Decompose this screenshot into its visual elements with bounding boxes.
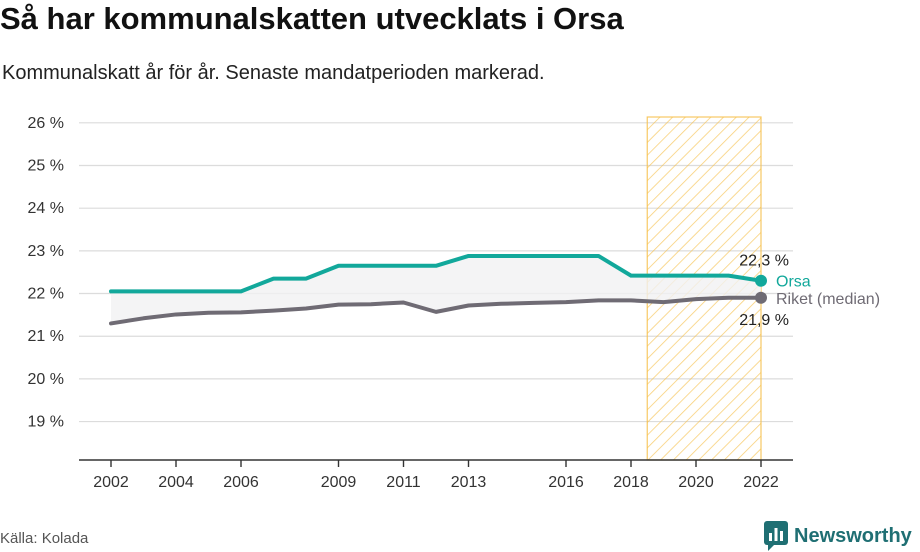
series-name-orsa: Orsa [776, 274, 811, 291]
chart-subtitle: Kommunalskatt år för år. Senaste mandatp… [2, 62, 545, 84]
y-tick-label: 20 % [28, 371, 64, 388]
x-tick-label: 2018 [613, 474, 649, 491]
brand-logo: Newsworthy [764, 520, 912, 552]
y-tick-label: 21 % [28, 328, 64, 345]
x-tick-label: 2011 [386, 474, 421, 491]
series-line-riket [109, 295, 763, 326]
orsa-end-marker [755, 274, 767, 287]
y-tick-label: 26 % [28, 115, 64, 132]
chart-title: Så har kommunalskatten utvecklats i Orsa [0, 1, 624, 36]
y-tick-label: 19 % [28, 414, 64, 431]
difference-band-area [111, 255, 761, 324]
x-axis: 2002 2004 2006 2009 2011 2013 2016 2018 2020 2022 [79, 459, 793, 491]
y-axis-ticks: 19 % 20 % 21 % 22 % 23 % 24 % 25 % 26 % [28, 115, 64, 431]
series-name-riket: Riket (median) [776, 291, 880, 308]
y-tick-label: 22 % [28, 286, 64, 303]
riket-end-value-label: 21,9 % [739, 312, 789, 329]
y-tick-label: 23 % [28, 243, 64, 260]
brand-name: Newsworthy [794, 524, 912, 547]
x-tick-label: 2006 [223, 474, 259, 491]
newsworthy-logo-icon [764, 521, 788, 551]
x-tick-label: 2022 [743, 474, 779, 491]
series-lines [109, 253, 763, 326]
y-tick-label: 25 % [28, 157, 64, 174]
x-tick-label: 2009 [321, 474, 357, 491]
x-tick-label: 2020 [678, 474, 714, 491]
series-line-orsa [109, 253, 763, 294]
riket-end-marker [755, 291, 767, 304]
difference-band [111, 255, 761, 324]
source-note: Källa: Kolada [0, 530, 89, 547]
y-tick-label: 24 % [28, 200, 64, 217]
x-tick-label: 2002 [93, 474, 129, 491]
x-tick-label: 2004 [158, 474, 194, 491]
x-tick-label: 2013 [451, 474, 487, 491]
x-tick-label: 2016 [548, 474, 584, 491]
orsa-end-value-label: 22,3 % [739, 253, 789, 270]
